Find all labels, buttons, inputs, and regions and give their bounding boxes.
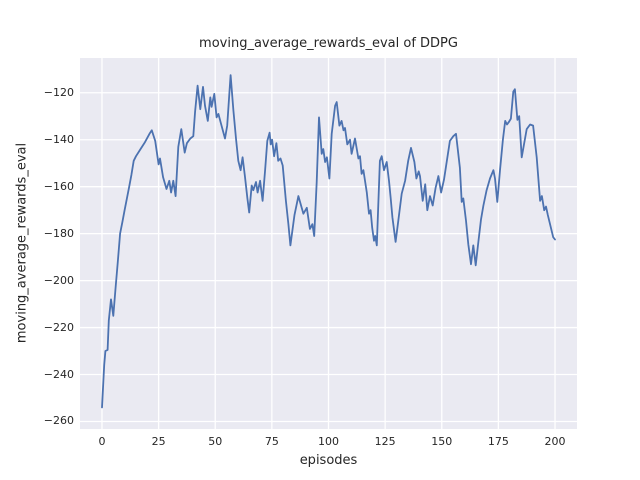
x-tick-label: 175 bbox=[487, 435, 509, 448]
x-tick-label: 0 bbox=[98, 435, 106, 448]
y-tick-label: −120 bbox=[43, 85, 74, 99]
y-tick-label: −260 bbox=[43, 414, 74, 428]
chart-title: moving_average_rewards_eval of DDPG bbox=[199, 36, 458, 51]
y-tick-label: −220 bbox=[43, 320, 74, 334]
x-tick-label: 75 bbox=[264, 435, 279, 448]
x-tick-label: 200 bbox=[544, 435, 566, 448]
y-tick-label: −240 bbox=[43, 367, 74, 381]
x-tick-label: 50 bbox=[208, 435, 223, 448]
x-tick-label: 125 bbox=[374, 435, 396, 448]
x-tick-label: 150 bbox=[431, 435, 453, 448]
x-axis-label: episodes bbox=[299, 453, 358, 468]
x-tick-label: 25 bbox=[151, 435, 166, 448]
rewards-line-series bbox=[101, 74, 556, 409]
y-tick-label: −200 bbox=[43, 273, 74, 287]
y-axis-label: moving_average_rewards_eval bbox=[14, 142, 30, 344]
plot-area bbox=[80, 58, 577, 429]
line-chart-svg bbox=[80, 58, 577, 429]
y-tick-label: −140 bbox=[43, 132, 74, 146]
x-tick-label: 100 bbox=[318, 435, 339, 448]
y-tick-label: −160 bbox=[43, 179, 74, 193]
y-tick-label: −180 bbox=[43, 226, 74, 240]
